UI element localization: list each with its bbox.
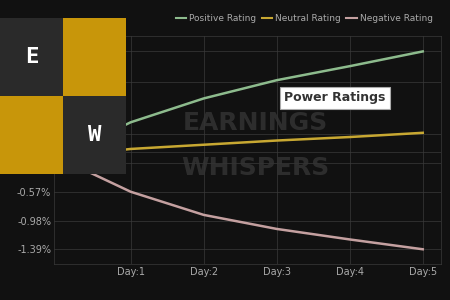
Bar xyxy=(0,18,63,96)
Text: Power Ratings: Power Ratings xyxy=(284,91,385,104)
Legend: Positive Rating, Neutral Rating, Negative Rating: Positive Rating, Neutral Rating, Negativ… xyxy=(172,11,436,27)
Bar xyxy=(0,96,63,174)
Text: E: E xyxy=(25,47,38,67)
Text: EARNINGS: EARNINGS xyxy=(183,111,328,135)
Text: WHISPERS: WHISPERS xyxy=(181,156,329,180)
Bar xyxy=(63,96,126,174)
Text: W: W xyxy=(88,125,101,145)
Bar xyxy=(63,18,126,96)
